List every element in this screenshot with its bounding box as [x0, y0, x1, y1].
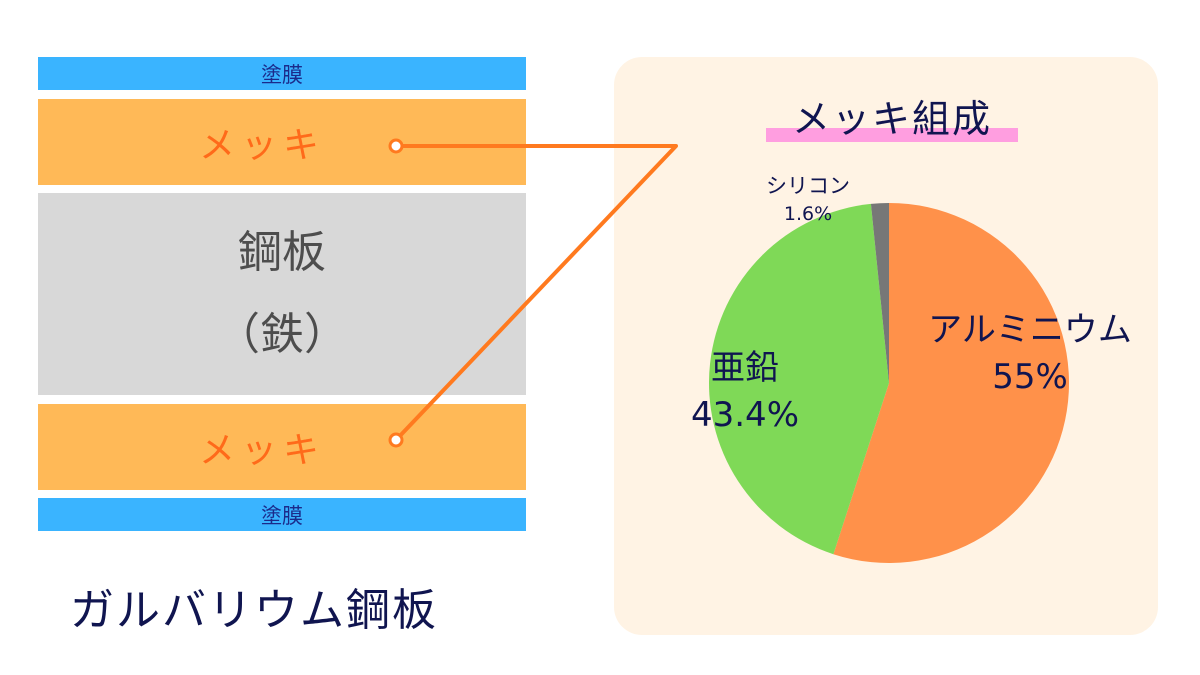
aluminium-label: アルミニウム 55%	[905, 310, 1155, 404]
pie-title: メッキ組成	[791, 97, 992, 141]
connector-line	[394, 144, 678, 442]
bottom-coating-label: 塗膜	[261, 503, 303, 528]
pie-slice-zinc	[708, 203, 889, 555]
steel-sublabel: （鉄）	[216, 309, 348, 360]
aluminium-name: アルミニウム	[928, 310, 1132, 350]
zinc-label: 亜鉛 43.4%	[675, 348, 815, 442]
silicon-name: シリコン	[766, 174, 850, 198]
top-plating-label: メッキ	[198, 125, 325, 166]
aluminium-value: 55%	[992, 357, 1068, 397]
top-connector-dot	[388, 138, 404, 154]
pie-title-block: メッキ組成	[766, 88, 1018, 148]
pie-slice-aluminium	[833, 203, 1069, 563]
bottom-plating-label: メッキ	[198, 430, 325, 471]
pie-title-highlight	[766, 128, 1018, 142]
silicon-value: 1.6%	[783, 203, 833, 225]
product-name: ガルバリウム鋼板	[70, 585, 438, 636]
bottom-plating-layer: メッキ	[38, 404, 526, 490]
pie-slice-silicon	[870, 203, 889, 383]
zinc-name: 亜鉛	[711, 348, 779, 388]
steel-label: 鋼板	[238, 227, 326, 278]
bottom-coating-layer: 塗膜	[38, 498, 526, 531]
top-coating-layer: 塗膜	[38, 57, 526, 90]
silicon-label: シリコン 1.6%	[748, 172, 868, 228]
bottom-connector-dot	[388, 432, 404, 448]
top-plating-layer: メッキ	[38, 99, 526, 185]
top-coating-label: 塗膜	[261, 62, 303, 87]
zinc-value: 43.4%	[690, 395, 799, 435]
steel-layer: 鋼板 （鉄）	[38, 193, 526, 395]
